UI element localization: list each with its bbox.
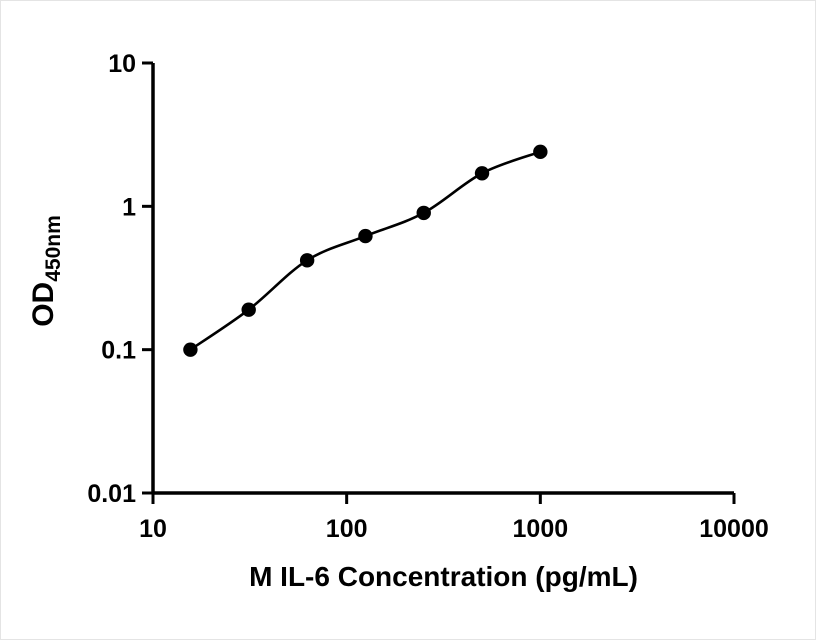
y-tick-label: 0.1 bbox=[101, 337, 136, 365]
y-tick-label: 0.01 bbox=[87, 480, 136, 508]
x-tick-label: 1000 bbox=[513, 515, 569, 543]
data-point bbox=[241, 302, 256, 317]
y-tick-label: 10 bbox=[108, 50, 136, 78]
x-axis-title: M IL-6 Concentration (pg/mL) bbox=[249, 561, 638, 592]
x-tick-label: 10000 bbox=[699, 515, 769, 543]
data-point bbox=[474, 166, 490, 181]
data-point bbox=[358, 228, 373, 244]
x-tick-label: 10 bbox=[139, 515, 167, 543]
fit-curve bbox=[189, 150, 541, 351]
data-point bbox=[299, 253, 315, 268]
data-point bbox=[533, 144, 548, 160]
y-axis-title-subscript: 450nm bbox=[42, 215, 65, 282]
data-point bbox=[416, 205, 431, 221]
y-tick-label: 1 bbox=[122, 193, 136, 221]
y-axis-title-main: OD bbox=[27, 281, 60, 327]
y-axis-title: OD450nm bbox=[27, 161, 65, 381]
x-tick-label: 100 bbox=[326, 515, 368, 543]
data-point bbox=[183, 342, 198, 357]
